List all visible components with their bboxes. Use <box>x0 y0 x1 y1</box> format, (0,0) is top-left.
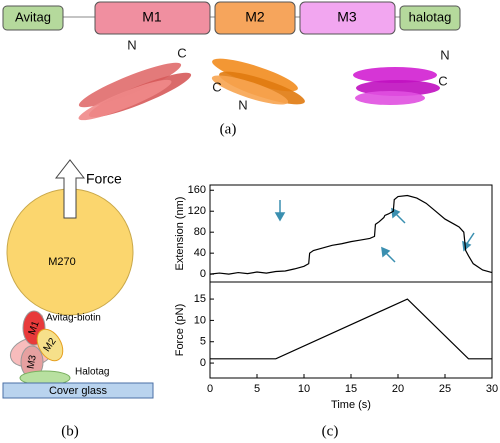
data-line <box>209 194 493 275</box>
y-tick-label: 40 <box>194 247 206 259</box>
y-axis-label: Extension (nm) <box>174 197 186 271</box>
cover-glass <box>2 382 154 399</box>
end-label: C <box>438 73 447 88</box>
y-tick-label: 15 <box>194 293 206 305</box>
force-label: Force <box>86 171 122 187</box>
x-tick-label: 0 <box>207 383 213 395</box>
data-line <box>210 298 492 360</box>
box-label: M3 <box>337 9 357 25</box>
helix <box>212 58 298 92</box>
box-label: Avitag <box>15 9 51 24</box>
anchor-label: Halotag <box>75 367 109 378</box>
plot-frame <box>209 184 493 283</box>
domain <box>36 328 64 362</box>
domain-label: M1 <box>27 319 42 336</box>
schematic: Force M270 Avitag-biotin M1 M2 M3 Halota… <box>2 159 154 399</box>
box-label: halotag <box>409 9 452 24</box>
end-label: C <box>212 79 221 94</box>
x-tick-label: 15 <box>345 383 357 395</box>
y-tick-label: 80 <box>194 226 206 238</box>
helix <box>355 91 425 105</box>
x-tick-label: 25 <box>439 383 451 395</box>
m2-box <box>214 1 296 35</box>
end-label: N <box>440 47 449 62</box>
arrow <box>465 232 475 246</box>
force-arrow <box>54 159 86 219</box>
bead-label: M270 <box>48 256 76 268</box>
surface-label: Cover glass <box>49 385 108 397</box>
domain-label: M3 <box>26 354 39 370</box>
plot-frame <box>209 281 493 379</box>
y-tick-label: 0 <box>200 268 206 280</box>
x-tick-label: 10 <box>298 383 310 395</box>
end-label: C <box>177 45 186 60</box>
x-tick-label: 20 <box>392 383 404 395</box>
y-tick-label: 10 <box>194 314 206 326</box>
box-label: M1 <box>142 9 162 25</box>
y-tick-label: 120 <box>188 205 206 217</box>
helix <box>211 75 289 105</box>
x-tick-label: 30 <box>486 383 498 395</box>
helix <box>353 67 437 83</box>
y-tick-label: 160 <box>188 184 206 196</box>
panel-label: (a) <box>220 121 237 137</box>
arrowhead <box>274 212 286 222</box>
m3-box <box>299 1 396 35</box>
x-tick-label: 5 <box>254 383 260 395</box>
annotation-arrows <box>274 200 475 263</box>
panel-label: (c) <box>322 423 339 439</box>
y-axis-label: Force (pN) <box>174 304 186 357</box>
y-tick-label: 5 <box>200 336 206 348</box>
arrowhead <box>462 240 472 252</box>
construct: Avitag M1 M2 M3 halotag <box>2 1 461 35</box>
avitag-box <box>2 5 64 31</box>
linker-label: Avitag-biotin <box>46 313 101 324</box>
x-axis-label: Time (s) <box>331 399 371 411</box>
y-tick-label: 0 <box>200 357 206 369</box>
arrowhead <box>381 246 391 258</box>
m1-box <box>94 1 211 35</box>
halotag-box <box>399 5 461 31</box>
end-label: N <box>127 37 136 52</box>
structures: N C C N N C <box>78 37 450 121</box>
panel-label: (b) <box>61 423 79 439</box>
helix <box>78 62 182 108</box>
end-label: N <box>238 97 247 112</box>
helix <box>78 79 172 121</box>
box-label: M2 <box>245 9 265 25</box>
